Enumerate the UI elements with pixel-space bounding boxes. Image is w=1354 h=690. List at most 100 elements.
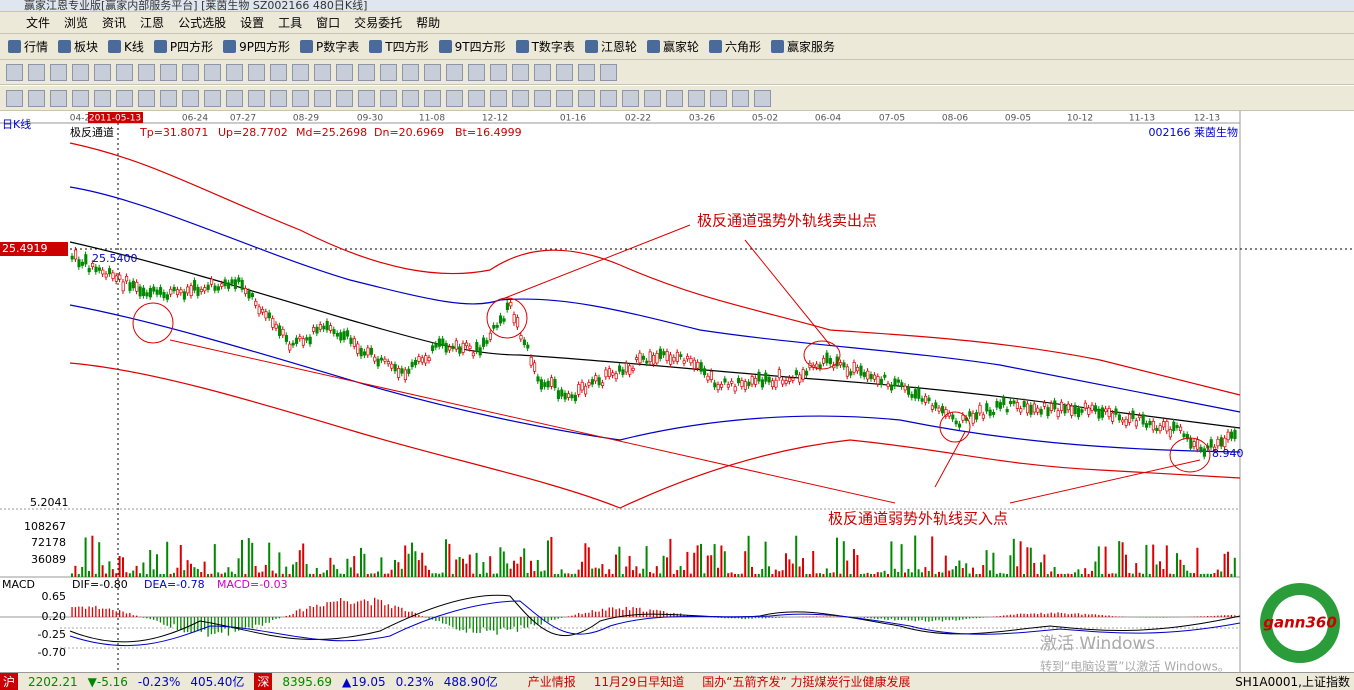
tool-icon[interactable]	[380, 64, 397, 81]
tool-icon[interactable]	[248, 90, 265, 107]
tool-icon[interactable]	[50, 64, 67, 81]
tool-icon[interactable]	[6, 64, 23, 81]
toolbar-button[interactable]: P数字表	[300, 38, 359, 55]
toolbar-button[interactable]: 板块	[58, 38, 98, 55]
macd-bar	[527, 617, 528, 628]
toolbar-button[interactable]: 9P四方形	[223, 38, 290, 55]
tool-icon[interactable]	[644, 90, 661, 107]
toolbar-button[interactable]: 9T四方形	[439, 38, 506, 55]
candle-body	[969, 412, 971, 417]
tool-icon[interactable]	[446, 64, 463, 81]
tool-icon[interactable]	[534, 64, 551, 81]
news-item[interactable]: 产业情报	[528, 673, 576, 690]
macd-bar	[1040, 613, 1041, 617]
tool-icon[interactable]	[28, 64, 45, 81]
toolbar-button[interactable]: 赢家服务	[771, 38, 835, 55]
macd-bar	[374, 598, 375, 617]
menu-item[interactable]: 浏览	[64, 14, 88, 31]
news-item[interactable]: 11月29日早知道	[594, 673, 685, 690]
tool-icon[interactable]	[600, 64, 617, 81]
volume-bar	[642, 569, 644, 577]
tool-icon[interactable]	[204, 64, 221, 81]
tool-icon[interactable]	[534, 90, 551, 107]
menu-item[interactable]: 江恩	[140, 14, 164, 31]
toolbar-button[interactable]: T四方形	[369, 38, 428, 55]
tool-icon[interactable]	[138, 64, 155, 81]
tool-icon[interactable]	[248, 64, 265, 81]
tool-icon[interactable]	[490, 64, 507, 81]
menu-item[interactable]: 文件	[26, 14, 50, 31]
tool-icon[interactable]	[226, 90, 243, 107]
menu-item[interactable]: 设置	[240, 14, 264, 31]
tool-icon[interactable]	[160, 90, 177, 107]
tool-icon[interactable]	[50, 90, 67, 107]
tool-icon[interactable]	[512, 90, 529, 107]
tool-icon[interactable]	[578, 90, 595, 107]
macd-bar	[486, 617, 487, 631]
tool-icon[interactable]	[336, 64, 353, 81]
menu-item[interactable]: 公式选股	[178, 14, 226, 31]
toolbar-button[interactable]: K线	[108, 38, 144, 55]
tool-icon[interactable]	[688, 90, 705, 107]
tool-icon[interactable]	[72, 64, 89, 81]
tool-icon[interactable]	[402, 90, 419, 107]
tool-icon[interactable]	[182, 90, 199, 107]
toolbar-button[interactable]: 六角形	[709, 38, 761, 55]
tool-icon[interactable]	[556, 90, 573, 107]
tool-icon[interactable]	[358, 64, 375, 81]
tool-icon[interactable]	[446, 90, 463, 107]
tool-icon[interactable]	[182, 64, 199, 81]
tool-icon[interactable]	[160, 64, 177, 81]
tool-icon[interactable]	[754, 90, 771, 107]
toolbar-button[interactable]: P四方形	[154, 38, 213, 55]
tool-icon[interactable]	[512, 64, 529, 81]
tool-icon[interactable]	[138, 90, 155, 107]
tool-icon[interactable]	[94, 64, 111, 81]
news-item[interactable]: 国办“五箭齐发” 力挺煤炭行业健康发展	[702, 673, 910, 690]
tool-icon[interactable]	[424, 90, 441, 107]
tool-icon[interactable]	[270, 64, 287, 81]
toolbar-button[interactable]: 赢家轮	[647, 38, 699, 55]
tool-icon[interactable]	[28, 90, 45, 107]
tool-icon[interactable]	[292, 64, 309, 81]
tool-icon[interactable]	[94, 90, 111, 107]
tool-icon[interactable]	[468, 90, 485, 107]
tool-icon[interactable]	[578, 64, 595, 81]
tool-icon[interactable]	[424, 64, 441, 81]
tool-icon[interactable]	[116, 90, 133, 107]
tool-icon[interactable]	[600, 90, 617, 107]
tool-icon[interactable]	[292, 90, 309, 107]
tool-icon[interactable]	[666, 90, 683, 107]
toolbar-button[interactable]: 江恩轮	[585, 38, 637, 55]
tool-icon[interactable]	[314, 90, 331, 107]
toolbar-button[interactable]: 行情	[8, 38, 48, 55]
tool-icon[interactable]	[732, 90, 749, 107]
volume-bar	[221, 574, 223, 577]
tool-icon[interactable]	[490, 90, 507, 107]
menu-item[interactable]: 窗口	[316, 14, 340, 31]
macd-bar	[309, 606, 310, 617]
tool-icon[interactable]	[358, 90, 375, 107]
tool-icon[interactable]	[6, 90, 23, 107]
tool-icon[interactable]	[710, 90, 727, 107]
tool-icon[interactable]	[270, 90, 287, 107]
menu-item[interactable]: 工具	[278, 14, 302, 31]
tool-icon[interactable]	[336, 90, 353, 107]
tool-icon[interactable]	[468, 64, 485, 81]
tool-icon[interactable]	[380, 90, 397, 107]
tool-icon[interactable]	[116, 64, 133, 81]
index-amount: 405.40亿	[190, 673, 244, 690]
tool-icon[interactable]	[226, 64, 243, 81]
tool-icon[interactable]	[314, 64, 331, 81]
menu-item[interactable]: 资讯	[102, 14, 126, 31]
tool-icon[interactable]	[556, 64, 573, 81]
menu-item[interactable]: 帮助	[416, 14, 440, 31]
toolbar-button[interactable]: T数字表	[516, 38, 575, 55]
tool-icon[interactable]	[402, 64, 419, 81]
volume-bar	[751, 567, 753, 577]
macd-bar	[894, 617, 895, 620]
tool-icon[interactable]	[72, 90, 89, 107]
tool-icon[interactable]	[204, 90, 221, 107]
menu-item[interactable]: 交易委托	[354, 14, 402, 31]
tool-icon[interactable]	[622, 90, 639, 107]
